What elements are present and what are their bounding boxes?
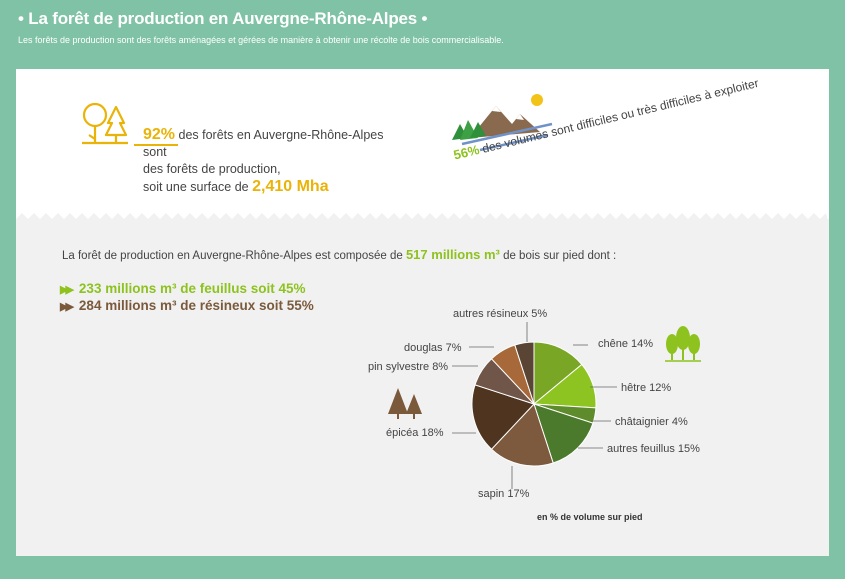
page-title: • La forêt de production en Auvergne-Rhô… — [18, 9, 428, 28]
mountains-icon — [452, 94, 553, 152]
pie-slice-label: hêtre 12% — [621, 382, 671, 394]
feuillus-line: ▶▶ 233 millions m³ de feuillus soit 45% — [60, 281, 306, 296]
resineux-text: 284 millions m³ de résineux soit 55% — [78, 298, 314, 313]
pie-slice-label: épicéa 18% — [386, 427, 444, 439]
composition-intro-text: La forêt de production en Auvergne-Rhône… — [62, 250, 406, 262]
production-percent: 92% — [143, 126, 176, 143]
pie-slice-label: chêne 14% — [598, 338, 653, 350]
composition-volume: 517 millions m³ — [405, 247, 500, 262]
pie-slice-label: châtaignier 4% — [615, 416, 688, 428]
conifer-trees-icon — [388, 388, 422, 419]
pie-slice-label: sapin 17% — [478, 488, 530, 500]
pie-slice — [533, 341, 583, 406]
pie-slice-label: douglas 7% — [404, 342, 462, 354]
pie-slice-label: autres résineux 5% — [453, 308, 547, 320]
production-text-3: soit une surface de — [143, 180, 253, 194]
chart-unit-note: en % de volume sur pied — [537, 512, 643, 522]
double-arrow-icon: ▶▶ — [60, 301, 74, 313]
production-area: 2,410 Mha — [252, 178, 329, 195]
page-subtitle: Les forêts de production sont des forêts… — [18, 35, 504, 45]
production-text-2: des forêts de production, — [143, 162, 281, 176]
production-stat: 92% des forêts en Auvergne-Rhône-Alpes s… — [143, 126, 403, 196]
composition-intro: La forêt de production en Auvergne-Rhône… — [62, 247, 616, 262]
feuillus-text: 233 millions m³ de feuillus soit 45% — [78, 281, 306, 296]
percent-underline — [134, 144, 178, 146]
pie-slice — [514, 341, 535, 405]
pie-slice-label: autres feuillus 15% — [607, 443, 700, 455]
double-arrow-icon: ▶▶ — [60, 284, 74, 296]
production-text-1: des forêts en Auvergne-Rhône-Alpes sont — [143, 128, 384, 159]
zigzag-divider — [16, 213, 829, 225]
resineux-line: ▶▶ 284 millions m³ de résineux soit 55% — [60, 298, 314, 313]
pie-slice — [471, 384, 535, 450]
infographic-card — [16, 69, 829, 556]
composition-outro: de bois sur pied dont : — [499, 250, 617, 262]
trees-icon — [82, 102, 128, 145]
pie-slice — [490, 403, 554, 467]
composition-band — [16, 213, 829, 556]
pie-slice-label: pin sylvestre 8% — [368, 361, 448, 373]
deciduous-trees-icon — [663, 324, 703, 366]
